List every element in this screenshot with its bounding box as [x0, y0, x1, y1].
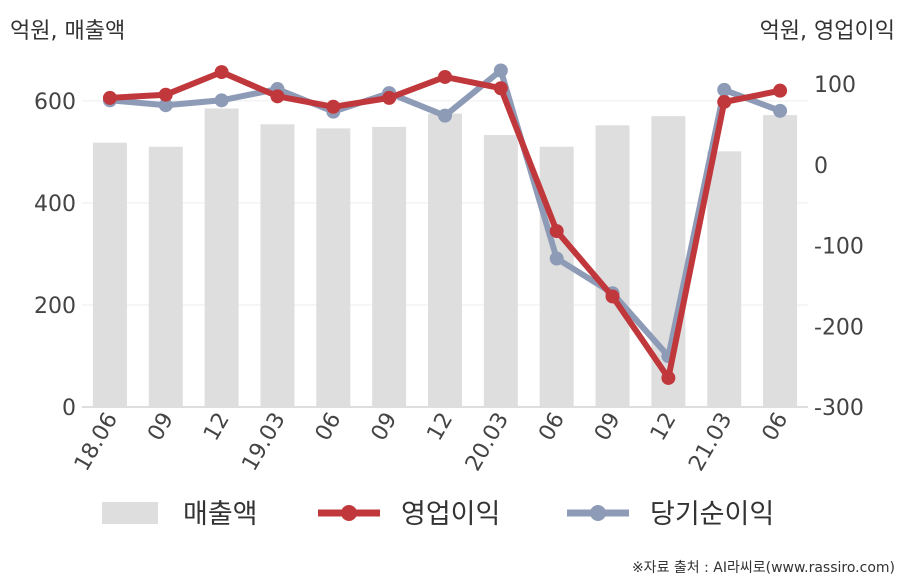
legend-marker-operating-profit: [341, 505, 357, 521]
point-net-profit: [214, 93, 229, 108]
legend-label-operating-profit: 영업이익: [401, 499, 500, 530]
right-tick-label: 0: [814, 154, 828, 179]
x-tick-label: 09: [143, 409, 179, 446]
bar-sales: [316, 128, 351, 408]
x-axis-ticks: 18.06 09 12 19.03 06 09 12 20.03 06 09 12 21.03 06: [70, 409, 793, 476]
left-tick-label: 600: [34, 90, 76, 115]
point-operating-profit: [438, 69, 452, 84]
x-tick-label: 20.03: [461, 409, 514, 476]
legend-swatch-sales: [102, 502, 158, 524]
legend-marker-net-profit: [590, 505, 606, 521]
point-operating-profit: [549, 224, 564, 239]
x-tick-label: 06: [311, 409, 347, 446]
x-tick-label: 06: [758, 409, 794, 446]
point-operating-profit: [717, 94, 732, 109]
x-tick-label: 19.03: [238, 409, 291, 476]
point-operating-profit: [158, 87, 173, 102]
point-operating-profit: [605, 289, 620, 304]
x-tick-label: 12: [646, 409, 682, 446]
right-tick-label: 100: [814, 73, 856, 98]
point-operating-profit: [270, 89, 285, 104]
right-tick-label: -200: [814, 315, 864, 340]
point-net-profit: [493, 63, 508, 78]
x-tick-label: 18.06: [70, 409, 123, 476]
x-tick-label: 12: [199, 409, 235, 446]
bar-sales: [595, 125, 630, 407]
line-series: [102, 63, 788, 385]
right-axis-ticks: 100 0 -100 -200 -300: [814, 73, 864, 421]
point-operating-profit: [773, 83, 788, 98]
bar-sales: [763, 115, 798, 408]
point-net-profit: [158, 98, 173, 113]
bar-sales: [204, 108, 239, 408]
point-net-profit: [549, 251, 564, 266]
bar-sales: [483, 135, 518, 407]
left-axis-unit: 억원, 매출액: [10, 19, 125, 44]
left-axis-ticks: 0 200 400 600: [34, 90, 76, 421]
x-tick-label: 09: [590, 409, 626, 446]
bar-sales: [148, 146, 183, 407]
legend-label-net-profit: 당기순이익: [650, 499, 774, 530]
point-net-profit: [773, 103, 788, 118]
left-tick-label: 400: [34, 192, 76, 217]
bar-series: [92, 108, 798, 408]
point-operating-profit: [326, 99, 341, 114]
bar-sales: [260, 124, 295, 407]
x-tick-label: 12: [423, 409, 459, 446]
bar-sales: [539, 146, 574, 407]
point-operating-profit: [382, 90, 397, 105]
legend: 매출액 영업이익 당기순이익: [102, 499, 774, 530]
point-operating-profit: [214, 65, 229, 80]
right-tick-label: -300: [814, 396, 864, 421]
left-tick-label: 200: [34, 294, 76, 319]
point-operating-profit: [102, 90, 117, 105]
point-operating-profit: [661, 370, 676, 385]
x-tick-label: 06: [534, 409, 570, 446]
x-tick-label: 21.03: [684, 409, 737, 476]
point-net-profit: [717, 82, 732, 97]
left-tick-label: 0: [62, 396, 76, 421]
point-net-profit: [438, 108, 452, 123]
bar-sales: [707, 151, 742, 407]
bar-sales: [372, 126, 407, 408]
legend-label-sales: 매출액: [183, 499, 258, 530]
right-tick-label: -100: [814, 235, 864, 260]
bar-sales: [428, 113, 462, 408]
source-credit: ※자료 출처 : AI라씨로(www.rassiro.com): [632, 560, 895, 576]
right-axis-unit: 억원, 영업이익: [760, 19, 895, 44]
point-operating-profit: [493, 81, 508, 96]
bar-sales: [92, 142, 127, 407]
x-tick-label: 09: [367, 409, 403, 446]
